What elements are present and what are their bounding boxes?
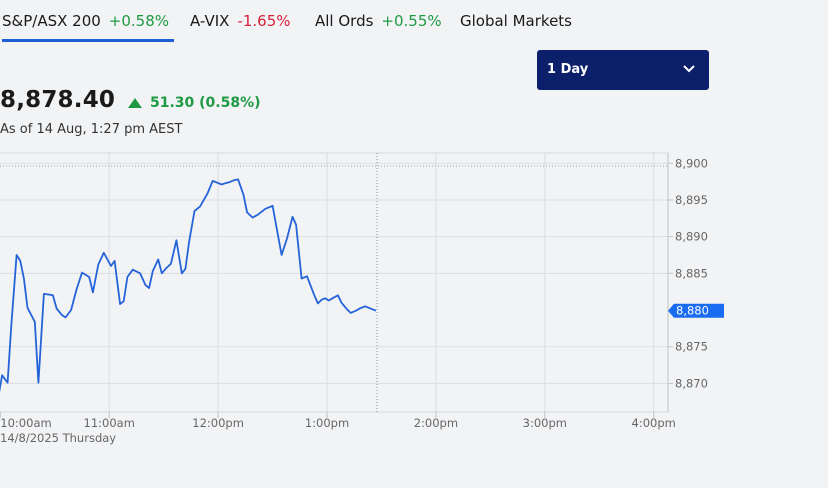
current-price: 8,878.40 bbox=[0, 87, 116, 113]
y-tick-label: 8,870 bbox=[675, 376, 708, 390]
tab-label: Global Markets bbox=[460, 12, 572, 30]
x-tick-label: 2:00pm bbox=[414, 416, 458, 430]
tab-global-markets[interactable]: Global Markets bbox=[460, 12, 572, 30]
x-tick-label: 11:00am bbox=[84, 416, 135, 430]
current-value-label: 8,880 bbox=[676, 304, 709, 318]
x-tick-label: 1:00pm bbox=[305, 416, 349, 430]
y-tick-label: 8,900 bbox=[675, 156, 708, 170]
chart-axes bbox=[0, 153, 673, 418]
x-tick-label: 12:00pm bbox=[192, 416, 244, 430]
up-arrow-icon bbox=[128, 98, 142, 108]
tab-all-ords[interactable]: All Ords +0.55% bbox=[315, 12, 442, 30]
current-value-tag: 8,880 bbox=[668, 303, 724, 318]
x-tick-label: 3:00pm bbox=[523, 416, 567, 430]
tab-label: S&P/ASX 200 bbox=[2, 12, 101, 30]
price-line bbox=[0, 178, 377, 393]
tab-label: A-VIX bbox=[190, 12, 230, 30]
chart-series bbox=[0, 178, 377, 393]
chevron-down-icon bbox=[683, 65, 695, 73]
as-of-timestamp: As of 14 Aug, 1:27 pm AEST bbox=[0, 122, 183, 137]
date-label: 14/8/2025 Thursday bbox=[0, 431, 116, 445]
price-change-value: 51.30 (0.58%) bbox=[150, 95, 261, 111]
chart-grid bbox=[0, 152, 669, 413]
plot-frame bbox=[0, 152, 669, 413]
current-value-tag-bg bbox=[668, 303, 724, 318]
tab-change: -1.65% bbox=[237, 12, 291, 30]
x-tick-label: 4:00pm bbox=[632, 416, 676, 430]
y-tick-label: 8,895 bbox=[675, 193, 708, 207]
y-tick-label: 8,890 bbox=[675, 230, 708, 244]
y-tick-label: 8,885 bbox=[675, 266, 708, 280]
tab-a-vix[interactable]: A-VIX -1.65% bbox=[190, 12, 291, 30]
tab-change: +0.58% bbox=[108, 12, 170, 30]
tab-sp-asx-200[interactable]: S&P/ASX 200 +0.58% bbox=[2, 12, 169, 30]
period-select-value: 1 Day bbox=[547, 62, 589, 77]
period-select[interactable]: 1 Day bbox=[537, 50, 709, 90]
y-tick-label: 8,875 bbox=[675, 340, 708, 354]
active-tab-underline bbox=[2, 39, 174, 42]
x-tick-label: 10:00am bbox=[0, 416, 51, 430]
tab-label: All Ords bbox=[315, 12, 374, 30]
tab-change: +0.55% bbox=[381, 12, 442, 30]
chart-labels: 10:00am 11:00am 12:00pm 1:00pm 2:00pm 3:00pm 4… bbox=[0, 156, 724, 445]
